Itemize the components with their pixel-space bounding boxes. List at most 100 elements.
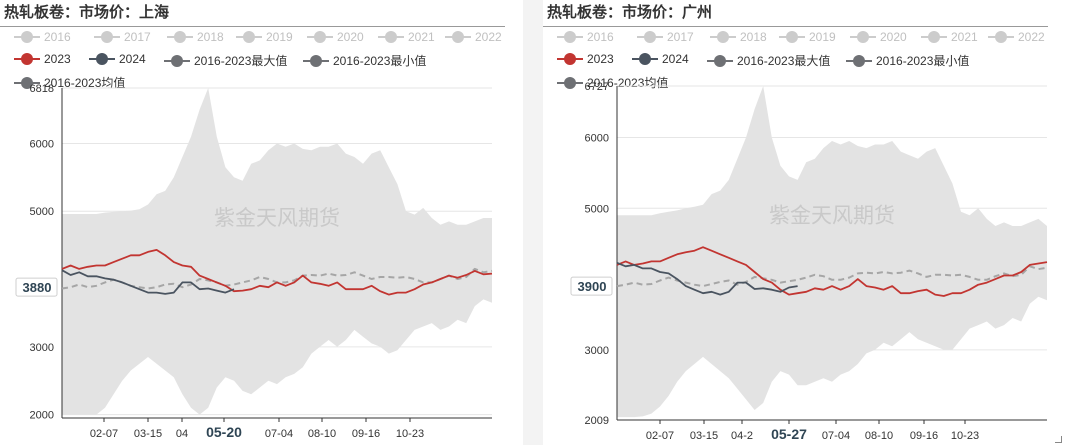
legend-item[interactable]: 2022 [445, 30, 502, 44]
legend-label: 2024 [662, 52, 689, 66]
y-pointer-label: 3900 [578, 279, 607, 294]
legend-item[interactable]: 2019 [779, 30, 836, 44]
legend-marker-icon [557, 30, 583, 44]
legend-item[interactable]: 2016-2023最大值 [164, 52, 287, 69]
y-tick-label: 6727 [585, 81, 609, 93]
y-pointer-box [15, 277, 58, 297]
legend-item[interactable]: 2023 [14, 52, 71, 66]
legend-marker-icon [707, 54, 733, 68]
series-2024-line [61, 269, 235, 295]
x-tick-label: 03-15 [134, 428, 162, 440]
legend-marker-icon [164, 54, 190, 68]
legend-label: 2022 [475, 30, 502, 44]
legend-marker-icon [14, 30, 40, 44]
legend-marker-icon [94, 30, 120, 44]
line-chart: 2000 3000 5000 6000 6818 紫金天风期货 02-07 03-15 04 05… [15, 83, 493, 440]
x-tick-label: 02-07 [646, 430, 674, 442]
y-tick-label: 6818 [30, 83, 54, 95]
legend-label: 2018 [740, 30, 767, 44]
y-tick-label: 3000 [585, 345, 609, 357]
y-tick-label: 3000 [30, 342, 54, 354]
legend-item[interactable]: 2018 [167, 30, 224, 44]
y-tick-label: 2000 [30, 410, 54, 422]
y-tick-label: 6000 [585, 132, 609, 144]
legend-item[interactable]: 2017 [637, 30, 694, 44]
legend-item[interactable]: 2024 [632, 52, 689, 66]
legend-item[interactable]: 2016-2023最小值 [846, 52, 969, 69]
legend-label: 2016-2023最大值 [737, 54, 831, 68]
x-tick-label: 10-23 [951, 430, 979, 442]
legend-item[interactable]: 2016-2023最小值 [303, 52, 426, 69]
x-tick-label: 09-16 [910, 430, 938, 442]
chart-panel-shanghai: 热轧板卷：市场价：上海 2016 2017 2018 2019 2020 2021 2022… [0, 0, 523, 445]
legend-marker-icon [988, 30, 1014, 44]
legend-item[interactable]: 2020 [850, 30, 907, 44]
legend-marker-icon [167, 30, 193, 44]
legend-marker-icon [14, 76, 40, 90]
chart-title: 热轧板卷：市场价：上海 [4, 3, 170, 21]
legend-item[interactable]: 2019 [236, 30, 293, 44]
watermark: 紫金天风期货 [769, 203, 895, 227]
x-tick-label: 05-20 [206, 424, 242, 440]
x-tick-label: 07-04 [265, 428, 293, 440]
series-2024-line [616, 261, 798, 296]
legend-item[interactable]: 2021 [378, 30, 435, 44]
legend-item[interactable]: 2016-2023最大值 [707, 52, 830, 69]
legend-label: 2016-2023最大值 [194, 54, 288, 68]
legend-label: 2021 [951, 30, 978, 44]
legend-label: 2023 [587, 52, 614, 66]
legend-marker-icon [921, 30, 947, 44]
legend-item[interactable]: 2016 [14, 30, 71, 44]
legend-marker-icon [303, 54, 329, 68]
legend: 2016 2017 2018 2019 2020 2021 2022 2023 2024 2016… [14, 28, 504, 91]
legend-item[interactable]: 2018 [710, 30, 767, 44]
legend-item[interactable]: 2020 [307, 30, 364, 44]
legend-item[interactable]: 2016 [557, 30, 614, 44]
legend-item[interactable]: 2017 [94, 30, 151, 44]
resize-handle-icon[interactable] [1055, 436, 1062, 443]
x-tick-label: 10-23 [396, 428, 424, 440]
legend-marker-icon [632, 52, 658, 66]
chart-panel-guangzhou: 热轧板卷：市场价：广州 2016 2017 2018 2019 2020 2021 2022… [543, 0, 1066, 445]
legend-marker-icon [89, 52, 115, 66]
x-tick-label: 03-15 [690, 430, 718, 442]
legend-item[interactable]: 2022 [988, 30, 1045, 44]
title-divider [543, 26, 1048, 27]
legend-item[interactable]: 2023 [557, 52, 614, 66]
series-2023-line [616, 246, 1048, 297]
legend-marker-icon [557, 76, 583, 90]
x-tick-label: 05-27 [771, 426, 807, 442]
series-average-line [616, 265, 1048, 288]
legend-item[interactable]: 2021 [921, 30, 978, 44]
x-tick-label: 08-10 [865, 430, 893, 442]
legend-label: 2022 [1018, 30, 1045, 44]
legend-label: 2019 [266, 30, 293, 44]
legend-label: 2019 [809, 30, 836, 44]
line-chart: 2009 3000 5000 6000 6727 紫金天风期货 02-07 03-15 04-2… [570, 81, 1048, 442]
legend-marker-icon [236, 30, 262, 44]
legend-label: 2020 [880, 30, 907, 44]
legend-marker-icon [445, 30, 471, 44]
y-tick-label: 2009 [585, 415, 609, 427]
legend-label: 2016 [587, 30, 614, 44]
range-band-area [617, 86, 1047, 418]
legend-label: 2016-2023最小值 [333, 54, 427, 68]
y-pointer-label: 3880 [23, 280, 52, 295]
range-band-area [62, 88, 492, 415]
legend-item[interactable]: 2016-2023均值 [14, 74, 125, 91]
legend-label: 2016-2023均值 [44, 76, 126, 90]
x-tick-label: 07-04 [822, 430, 850, 442]
x-tick-label: 08-10 [308, 428, 336, 440]
legend-item[interactable]: 2024 [89, 52, 146, 66]
x-tick-label: 02-07 [90, 428, 118, 440]
chart-title: 热轧板卷：市场价：广州 [547, 3, 713, 21]
series-2023-line [61, 248, 493, 296]
legend-marker-icon [378, 30, 404, 44]
legend-label: 2024 [119, 52, 146, 66]
x-tick-label: 09-16 [352, 428, 380, 440]
y-tick-label: 5000 [30, 206, 54, 218]
legend-marker-icon [850, 30, 876, 44]
title-divider [0, 26, 505, 27]
legend-marker-icon [14, 52, 40, 66]
legend-marker-icon [307, 30, 333, 44]
